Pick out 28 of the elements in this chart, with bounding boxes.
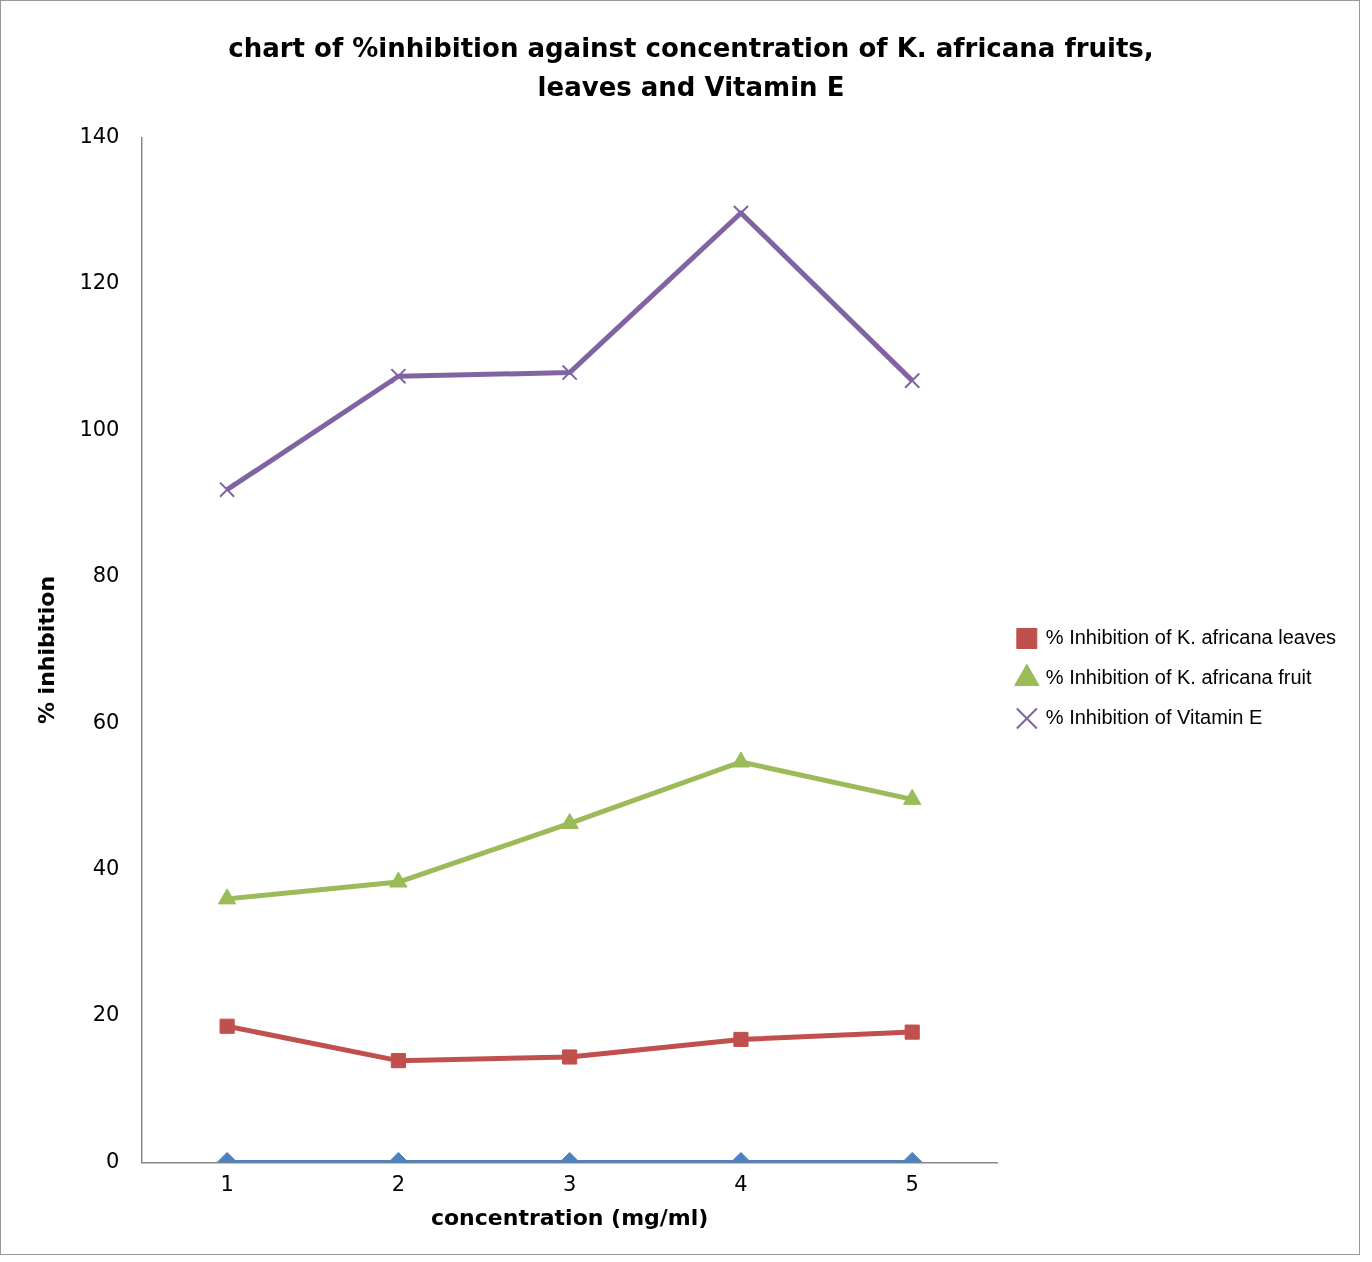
y-tick-label: 20 [92, 1002, 120, 1027]
y-tick-label: 120 [79, 270, 120, 295]
legend-label: % Inhibition of Vitamin E [1045, 706, 1263, 729]
legend-label: % Inhibition of K. africana leaves [1045, 626, 1337, 649]
point [904, 372, 921, 389]
x-tick-label: 3 [562, 1172, 577, 1197]
y-tick-label: 60 [92, 709, 120, 734]
point [219, 481, 236, 498]
y-tick-label: 80 [92, 563, 120, 588]
point [903, 788, 922, 805]
x-tick-label: 2 [391, 1172, 406, 1197]
x-tick-label: 5 [905, 1172, 919, 1197]
y-axis-title: % inhibition [33, 575, 59, 725]
point [217, 888, 237, 905]
x-axis-title: concentration (mg/ml) [430, 1204, 709, 1230]
point [560, 812, 579, 829]
y-tick-label: 0 [106, 1148, 120, 1173]
y-tick-label: 140 [79, 124, 120, 149]
x-tick-label: 1 [220, 1172, 234, 1197]
point [389, 871, 408, 888]
chart-title: chart of %inhibition against concentration of K. africana fruits, leaves and Vitamin E [227, 32, 1155, 104]
y-tick-label: 40 [92, 856, 120, 881]
point [731, 751, 751, 768]
x-tick-label: 4 [734, 1172, 748, 1197]
legend-label: % Inhibition of K. africana fruit [1045, 666, 1312, 689]
point [561, 364, 578, 381]
point [390, 368, 407, 385]
y-tick-label: 100 [79, 416, 120, 441]
